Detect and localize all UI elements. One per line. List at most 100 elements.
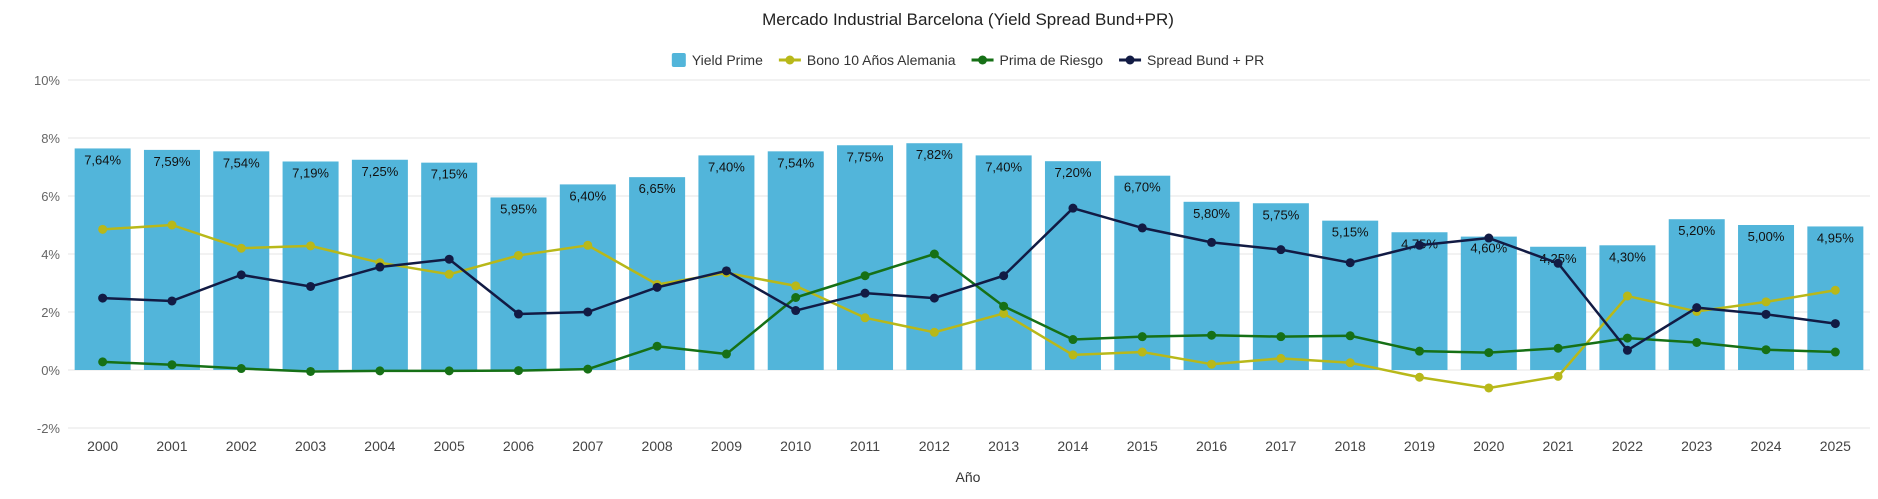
point-spread-bund-pr-2003[interactable]: [306, 281, 316, 291]
point-spread-bund-pr-2020[interactable]: [1484, 233, 1494, 243]
point-spread-bund-pr-2010[interactable]: [791, 306, 801, 316]
point-spread-bund-pr-2004[interactable]: [375, 262, 385, 272]
point-spread-bund-pr-2011[interactable]: [860, 288, 870, 298]
point-prima-de-riesgo-2015[interactable]: [1137, 332, 1147, 342]
point-prima-de-riesgo-2007[interactable]: [583, 364, 593, 374]
point-spread-bund-pr-2008[interactable]: [652, 282, 662, 292]
point-prima-de-riesgo-2023[interactable]: [1692, 337, 1702, 347]
point-spread-bund-pr-2009[interactable]: [721, 266, 731, 276]
point-prima-de-riesgo-2019[interactable]: [1415, 346, 1424, 356]
point-bono-10-anos-alemania-2007[interactable]: [583, 240, 593, 250]
point-spread-bund-pr-2002[interactable]: [236, 270, 246, 280]
point-spread-bund-pr-2012[interactable]: [929, 293, 939, 303]
point-prima-de-riesgo-2003[interactable]: [306, 366, 316, 376]
bar-2000[interactable]: [74, 148, 131, 370]
bar-2001[interactable]: [143, 149, 200, 370]
point-bono-10-anos-alemania-2012[interactable]: [929, 327, 939, 337]
chart-legend[interactable]: Yield Prime Bono 10 Años Alemania Prima de…: [671, 52, 1264, 68]
bar-2009[interactable]: [698, 155, 755, 370]
bar-2011[interactable]: [837, 145, 894, 370]
point-prima-de-riesgo-2012[interactable]: [929, 249, 939, 259]
point-prima-de-riesgo-2021[interactable]: [1553, 343, 1563, 353]
legend-item-prima-de-riesgo[interactable]: Prima de Riesgo: [971, 52, 1104, 68]
point-prima-de-riesgo-2017[interactable]: [1276, 332, 1286, 342]
point-spread-bund-pr-2005[interactable]: [444, 254, 454, 264]
point-prima-de-riesgo-2000[interactable]: [98, 357, 108, 367]
point-bono-10-anos-alemania-2017[interactable]: [1276, 353, 1286, 363]
point-prima-de-riesgo-2011[interactable]: [860, 271, 870, 281]
point-spread-bund-pr-2018[interactable]: [1345, 258, 1355, 268]
point-prima-de-riesgo-2002[interactable]: [236, 364, 246, 374]
point-bono-10-anos-alemania-2010[interactable]: [791, 281, 801, 291]
point-bono-10-anos-alemania-2002[interactable]: [236, 243, 246, 253]
point-bono-10-anos-alemania-2005[interactable]: [444, 269, 454, 279]
point-spread-bund-pr-2006[interactable]: [514, 309, 523, 319]
legend-item-yield-prime[interactable]: Yield Prime: [671, 52, 763, 68]
bar-2005[interactable]: [421, 162, 478, 370]
point-bono-10-anos-alemania-2021[interactable]: [1553, 371, 1563, 381]
legend-item-bono-10-anos-alemania[interactable]: Bono 10 Años Alemania: [778, 52, 956, 68]
point-prima-de-riesgo-2005[interactable]: [444, 366, 454, 376]
point-spread-bund-pr-2022[interactable]: [1622, 345, 1632, 355]
bar-2013[interactable]: [975, 155, 1032, 370]
point-prima-de-riesgo-2025[interactable]: [1830, 347, 1840, 357]
point-bono-10-anos-alemania-2000[interactable]: [98, 224, 108, 234]
bar-2023[interactable]: [1668, 219, 1725, 370]
point-prima-de-riesgo-2006[interactable]: [514, 366, 523, 376]
bar-2020[interactable]: [1460, 236, 1517, 370]
point-bono-10-anos-alemania-2015[interactable]: [1137, 347, 1147, 357]
bar-2007[interactable]: [559, 184, 616, 370]
point-spread-bund-pr-2000[interactable]: [98, 293, 108, 303]
point-prima-de-riesgo-2008[interactable]: [652, 341, 662, 351]
point-prima-de-riesgo-2013[interactable]: [999, 301, 1009, 311]
point-spread-bund-pr-2016[interactable]: [1207, 237, 1217, 247]
point-prima-de-riesgo-2018[interactable]: [1345, 331, 1355, 341]
point-spread-bund-pr-2014[interactable]: [1068, 203, 1078, 213]
bar-label-2016: 5,80%: [1193, 206, 1230, 221]
point-bono-10-anos-alemania-2006[interactable]: [514, 250, 523, 260]
point-bono-10-anos-alemania-2003[interactable]: [306, 241, 316, 251]
point-spread-bund-pr-2001[interactable]: [167, 296, 177, 306]
point-bono-10-anos-alemania-2024[interactable]: [1761, 297, 1771, 307]
bar-2016[interactable]: [1183, 201, 1240, 370]
point-bono-10-anos-alemania-2025[interactable]: [1830, 285, 1840, 295]
bar-2018[interactable]: [1322, 220, 1379, 370]
point-prima-de-riesgo-2016[interactable]: [1207, 330, 1217, 340]
point-bono-10-anos-alemania-2016[interactable]: [1207, 359, 1217, 369]
bar-2017[interactable]: [1252, 203, 1309, 370]
point-spread-bund-pr-2007[interactable]: [583, 307, 593, 317]
point-bono-10-anos-alemania-2001[interactable]: [167, 220, 177, 230]
point-spread-bund-pr-2023[interactable]: [1692, 303, 1702, 313]
x-tick-label: 2006: [503, 438, 534, 454]
bar-2010[interactable]: [767, 151, 824, 370]
point-prima-de-riesgo-2022[interactable]: [1622, 333, 1632, 343]
point-bono-10-anos-alemania-2013[interactable]: [999, 308, 1009, 318]
point-bono-10-anos-alemania-2011[interactable]: [860, 313, 870, 323]
point-bono-10-anos-alemania-2018[interactable]: [1345, 358, 1355, 368]
point-bono-10-anos-alemania-2014[interactable]: [1068, 350, 1078, 360]
point-prima-de-riesgo-2024[interactable]: [1761, 345, 1771, 355]
bar-2002[interactable]: [213, 151, 270, 370]
point-prima-de-riesgo-2014[interactable]: [1068, 335, 1078, 345]
bar-label-2021: 4,25%: [1540, 251, 1577, 266]
point-spread-bund-pr-2025[interactable]: [1830, 319, 1840, 329]
point-bono-10-anos-alemania-2022[interactable]: [1622, 291, 1632, 301]
point-prima-de-riesgo-2020[interactable]: [1484, 348, 1494, 358]
point-bono-10-anos-alemania-2019[interactable]: [1415, 372, 1424, 382]
point-bono-10-anos-alemania-2020[interactable]: [1484, 383, 1494, 393]
point-spread-bund-pr-2015[interactable]: [1137, 223, 1147, 233]
point-spread-bund-pr-2017[interactable]: [1276, 245, 1286, 255]
point-prima-de-riesgo-2010[interactable]: [791, 293, 801, 302]
point-spread-bund-pr-2024[interactable]: [1761, 309, 1771, 319]
legend-item-spread-bund-pr[interactable]: Spread Bund + PR: [1119, 52, 1264, 68]
bar-2003[interactable]: [282, 161, 339, 370]
point-prima-de-riesgo-2009[interactable]: [721, 349, 731, 359]
point-prima-de-riesgo-2001[interactable]: [167, 360, 177, 370]
point-spread-bund-pr-2013[interactable]: [999, 271, 1009, 281]
point-prima-de-riesgo-2004[interactable]: [375, 366, 385, 376]
bar-2025[interactable]: [1807, 226, 1864, 370]
point-spread-bund-pr-2021[interactable]: [1553, 258, 1563, 268]
point-spread-bund-pr-2019[interactable]: [1415, 240, 1424, 250]
bar-2006[interactable]: [490, 197, 547, 370]
